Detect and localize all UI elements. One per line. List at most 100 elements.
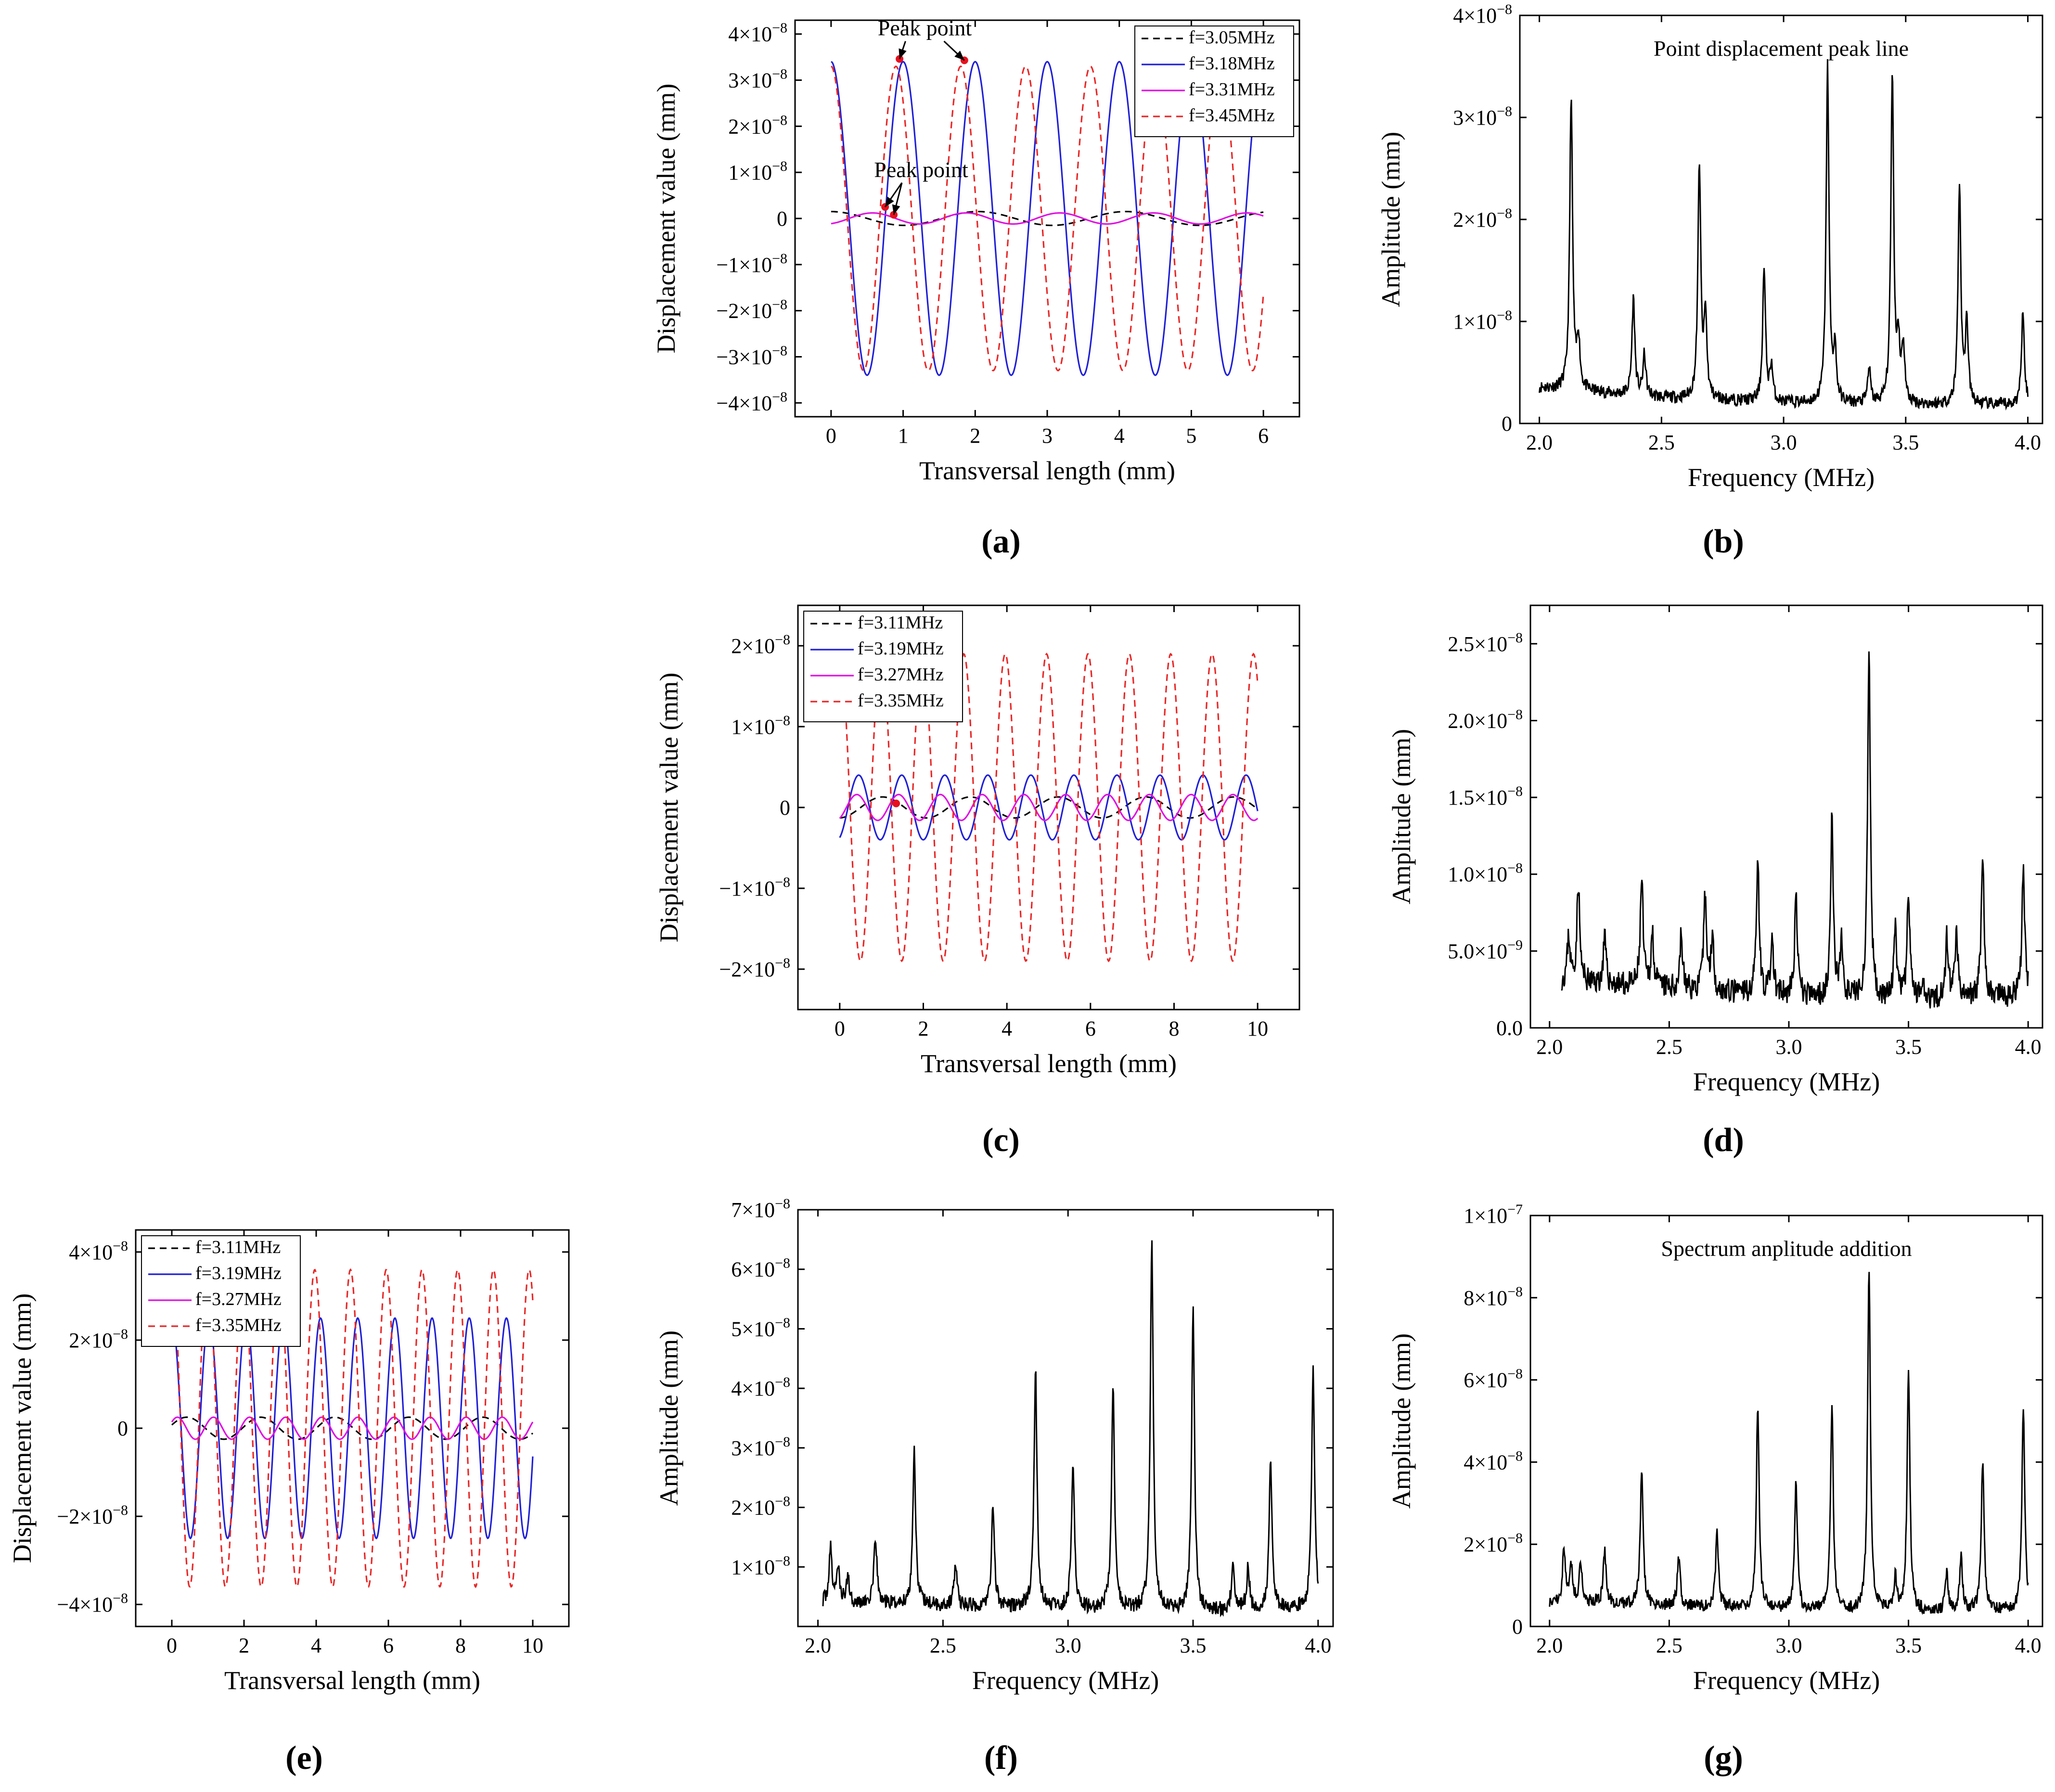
legend-label: f=3.19MHz <box>195 1263 282 1283</box>
x-tick-label: 4.0 <box>2015 1035 2042 1059</box>
y-tick-times: ×10 <box>1474 939 1507 963</box>
y-tick-exponent: −8 <box>772 158 787 174</box>
y-tick-exponent: −8 <box>113 1590 128 1606</box>
series-line-f305mhz <box>831 211 1264 226</box>
plot-title: Point displacement peak line <box>1654 36 1909 61</box>
y-tick-times: ×10 <box>1474 1533 1507 1556</box>
y-axis-label: Amplitude (mm) <box>1387 729 1416 904</box>
legend-label: f=3.31MHz <box>1189 79 1275 100</box>
x-tick-label: 10 <box>1247 1017 1268 1040</box>
y-tick-label: 4×10−8 <box>728 20 787 46</box>
y-tick-exponent: −8 <box>775 1494 790 1510</box>
y-tick-exponent: −8 <box>1497 1 1512 17</box>
y-tick-exponent: −7 <box>1507 1202 1523 1217</box>
legend-label: f=3.27MHz <box>195 1289 282 1309</box>
y-tick-times: ×10 <box>742 715 775 739</box>
y-tick-label: −4×10−8 <box>716 389 787 415</box>
y-tick-label: −3×10−8 <box>716 343 787 369</box>
y-tick-mantissa: 2 <box>728 115 739 138</box>
x-axis-label: Transversal length (mm) <box>919 456 1175 485</box>
panel-d: 2.0 2.5 3.0 3.5 4.00.05.0×10−91.0×10−81.5×10… <box>1387 604 2043 1159</box>
y-tick-label: 7×10−8 <box>731 1196 790 1222</box>
y-tick-exponent: −8 <box>775 632 790 648</box>
legend-label: f=3.27MHz <box>858 665 944 685</box>
series-line-f327mhz <box>839 794 1259 821</box>
y-tick-label: −1×10−8 <box>719 874 790 900</box>
y-tick-times: ×10 <box>1474 1450 1507 1474</box>
legend-label: f=3.45MHz <box>1189 105 1275 126</box>
x-tick-label: 3.5 <box>1892 431 1919 454</box>
plot-frame <box>1529 1215 2043 1627</box>
y-tick-mantissa: 1.5 <box>1448 786 1474 809</box>
y-tick-exponent: −8 <box>113 1238 128 1254</box>
panel-a: 0 1 2 3 4 5 64×10−83×10−82×10−81×10−80−1×10−8−… <box>652 16 1300 560</box>
y-tick-label: −2×10−8 <box>719 955 790 981</box>
x-axis-label: Transversal length (mm) <box>921 1049 1177 1078</box>
legend-box <box>803 611 963 722</box>
y-tick-times: ×10 <box>79 1329 113 1352</box>
y-tick-exponent: −8 <box>772 297 787 313</box>
panel-caption: (e) <box>285 1740 323 1777</box>
y-tick-mantissa: 5.0 <box>1448 939 1474 963</box>
legend: f=3.05MHz f=3.18MHz f=3.31MHz f=3.45MHz <box>1134 26 1294 137</box>
series-line-f331mhz <box>831 212 1264 225</box>
y-tick-exponent: −8 <box>772 251 787 267</box>
y-tick-mantissa: 4 <box>1464 1450 1474 1474</box>
y-tick-mantissa: 0 <box>780 796 790 819</box>
y-tick-mantissa: 0 <box>777 207 787 230</box>
y-tick-mantissa: 7 <box>731 1198 742 1222</box>
x-tick-label: 4.0 <box>1305 1634 1331 1657</box>
legend-label: f=3.11MHz <box>858 613 943 633</box>
plot-area <box>822 1240 1319 1617</box>
x-tick-label: 4 <box>1114 424 1125 448</box>
y-tick-mantissa: 1 <box>1453 310 1464 333</box>
y-tick-times: ×10 <box>742 1377 775 1400</box>
y-tick-label: −2×10−8 <box>57 1502 128 1528</box>
x-tick-label: 3.0 <box>1055 1634 1081 1657</box>
legend-label: f=3.35MHz <box>858 691 944 711</box>
y-tick-times: ×10 <box>742 1496 775 1520</box>
x-tick-label: 3.0 <box>1775 1634 1802 1657</box>
series-line-f345mhz <box>831 65 1264 372</box>
y-tick-label: 2.5×10−8 <box>1448 630 1523 656</box>
series-line-f335mhz <box>839 653 1259 962</box>
y-tick-exponent: −8 <box>1497 205 1512 221</box>
y-tick-mantissa: 2 <box>731 1496 742 1520</box>
legend: f=3.11MHz f=3.19MHz f=3.27MHz f=3.35MHz <box>803 611 963 722</box>
y-tick-exponent: −8 <box>1507 1530 1523 1546</box>
y-tick-mantissa: 5 <box>731 1317 742 1341</box>
legend-label: f=3.11MHz <box>195 1237 281 1257</box>
annotation-label: Peak point <box>878 16 972 40</box>
y-tick-exponent: −8 <box>775 874 790 890</box>
panel-caption: (c) <box>982 1122 1020 1159</box>
x-tick-label: 2.5 <box>930 1634 956 1657</box>
x-tick-label: 0 <box>826 424 836 448</box>
panel-g: 2.0 2.5 3.0 3.5 4.002×10−84×10−86×10−88×10−8… <box>1387 1202 2043 1777</box>
y-tick-times: ×10 <box>739 345 772 369</box>
y-tick-exponent: −8 <box>1507 706 1523 722</box>
annotation-label: Peak point <box>874 157 968 182</box>
y-tick-label: 3×10−8 <box>1453 103 1512 129</box>
y-tick-exponent: −8 <box>1497 307 1512 323</box>
y-axis-label: Displacement value (mm) <box>8 1293 37 1563</box>
y-tick-label: 3×10−8 <box>731 1434 790 1460</box>
y-tick-label: −2×10−8 <box>716 297 787 323</box>
y-tick-exponent: −8 <box>1507 1284 1523 1300</box>
x-tick-label: 2.0 <box>805 1634 831 1657</box>
y-tick-times: ×10 <box>739 115 772 138</box>
x-tick-label: 0 <box>167 1634 177 1657</box>
y-tick-exponent: −8 <box>775 1196 790 1212</box>
plot-area <box>839 653 1259 962</box>
y-tick-times: ×10 <box>1464 310 1497 333</box>
y-tick-exponent: −8 <box>772 20 787 36</box>
y-axis-label: Amplitude (mm) <box>1376 132 1405 307</box>
y-tick-mantissa: 6 <box>731 1258 742 1281</box>
y-tick-times: ×10 <box>79 1505 113 1528</box>
y-tick-times: ×10 <box>1474 1204 1507 1228</box>
y-tick-label: 5×10−8 <box>731 1315 790 1341</box>
y-tick-times: ×10 <box>79 1241 113 1264</box>
y-tick-mantissa: −2 <box>719 958 742 981</box>
plot-frame <box>1529 604 2043 1029</box>
x-tick-label: 6 <box>1085 1017 1096 1040</box>
y-tick-label: 0 <box>1512 1615 1523 1638</box>
